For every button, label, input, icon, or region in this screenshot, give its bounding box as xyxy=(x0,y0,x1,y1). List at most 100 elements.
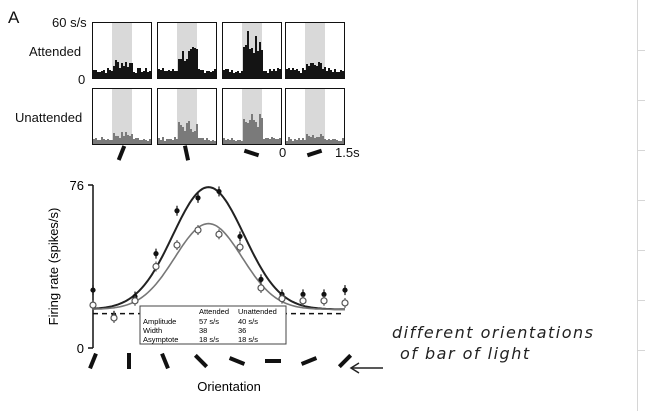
psth-bin xyxy=(198,138,200,144)
psth-bin xyxy=(265,137,267,144)
psth-bin xyxy=(214,140,216,144)
y-axis-label: Firing rate (spikes/s) xyxy=(46,208,61,326)
psth-bin xyxy=(166,139,168,144)
data-point-unattended xyxy=(299,297,307,305)
psth-bin xyxy=(271,137,273,144)
psth-bin xyxy=(245,121,247,144)
psth-bin xyxy=(158,69,160,78)
psth-bin xyxy=(214,69,216,78)
fit-curve-attended xyxy=(92,186,345,311)
psth-bin xyxy=(111,70,113,78)
psth-bin xyxy=(324,138,326,144)
psth-bin xyxy=(243,46,245,78)
psth-bin xyxy=(342,71,344,78)
psth-bin xyxy=(101,70,103,78)
psth-bin xyxy=(314,65,316,78)
psth-bin xyxy=(105,139,107,144)
data-point-attended xyxy=(153,251,159,257)
psth-bin xyxy=(111,140,113,144)
psth-bin xyxy=(109,69,111,78)
psth-bin xyxy=(259,41,261,78)
psth-bin xyxy=(332,139,334,144)
psth-bin xyxy=(328,67,330,78)
psth-bin xyxy=(212,140,214,144)
psth-attended-panel xyxy=(157,22,217,79)
psth-bin xyxy=(308,66,310,78)
psth-bin xyxy=(147,72,149,78)
fit-table-cell: 40 s/s xyxy=(238,317,258,326)
psth-bin xyxy=(318,136,320,144)
psth-bin xyxy=(267,138,269,144)
data-point-unattended xyxy=(110,314,118,322)
psth-bin xyxy=(135,138,137,144)
psth-bin xyxy=(265,70,267,78)
psth-bin xyxy=(172,140,174,144)
psth-bin xyxy=(261,49,263,78)
psth-bin xyxy=(115,135,117,144)
psth-scale-top: 60 s/s xyxy=(52,15,87,30)
psth-bin xyxy=(296,140,298,144)
psth-bin xyxy=(267,73,269,78)
psth-unattended-panel xyxy=(222,88,282,145)
psth-bin xyxy=(340,70,342,78)
psth-bin xyxy=(184,131,186,144)
psth-unattended-panel xyxy=(285,88,345,145)
psth-bin xyxy=(137,138,139,144)
psth-unattended-panel xyxy=(92,88,152,145)
data-point-attended xyxy=(90,287,96,293)
orientation-mark-icon xyxy=(193,353,209,369)
psth-bin xyxy=(117,135,119,144)
orientation-mark-icon xyxy=(337,353,353,369)
psth-bin xyxy=(204,139,206,144)
psth-bin xyxy=(312,62,314,78)
psth-bin xyxy=(237,140,239,144)
margin-tick xyxy=(637,50,645,51)
psth-bin xyxy=(340,140,342,144)
psth-bin xyxy=(275,139,277,144)
fit-table-header: Attended xyxy=(199,307,229,316)
psth-bin xyxy=(336,72,338,78)
psth-bin xyxy=(223,138,225,144)
psth-bin xyxy=(192,132,194,144)
psth-bin xyxy=(273,137,275,144)
psth-bin xyxy=(298,138,300,144)
psth-bin xyxy=(182,126,184,144)
psth-bin xyxy=(259,114,261,144)
psth-bin xyxy=(263,138,265,144)
psth-bin xyxy=(210,71,212,78)
psth-bin xyxy=(243,119,245,144)
psth-bin xyxy=(162,137,164,144)
psth-bin xyxy=(107,138,109,144)
psth-bin xyxy=(149,139,151,144)
data-point-attended xyxy=(195,195,201,201)
psth-bin xyxy=(271,70,273,78)
psth-bin xyxy=(137,68,139,78)
psth-bin xyxy=(158,138,160,144)
psth-time-start: 0 xyxy=(279,145,287,160)
psth-bin xyxy=(192,47,194,78)
psth-bin xyxy=(113,65,115,78)
psth-bin xyxy=(342,138,344,144)
fit-table-cell: Asymptote xyxy=(143,335,178,344)
psth-bin xyxy=(121,131,123,144)
psth-bin xyxy=(135,72,137,78)
psth-unattended-panel xyxy=(157,88,217,145)
psth-bin xyxy=(119,67,121,78)
psth-bin xyxy=(320,134,322,144)
psth-bin xyxy=(255,122,257,144)
psth-bin xyxy=(257,50,259,78)
data-point-unattended xyxy=(173,241,181,249)
psth-attended-panel xyxy=(92,22,152,79)
y-tick-label: 76 xyxy=(70,178,84,193)
psth-bin xyxy=(338,140,340,144)
psth-time-end: 1.5s xyxy=(335,145,360,160)
data-point-unattended xyxy=(152,262,160,271)
psth-bin xyxy=(225,139,227,144)
psth-bin xyxy=(245,44,247,78)
psth-bin xyxy=(147,140,149,144)
psth-bin xyxy=(97,139,99,144)
psth-bin xyxy=(198,69,200,78)
margin-tick xyxy=(637,100,645,101)
stimulus-period-shade xyxy=(112,89,132,144)
psth-bin xyxy=(166,70,168,78)
